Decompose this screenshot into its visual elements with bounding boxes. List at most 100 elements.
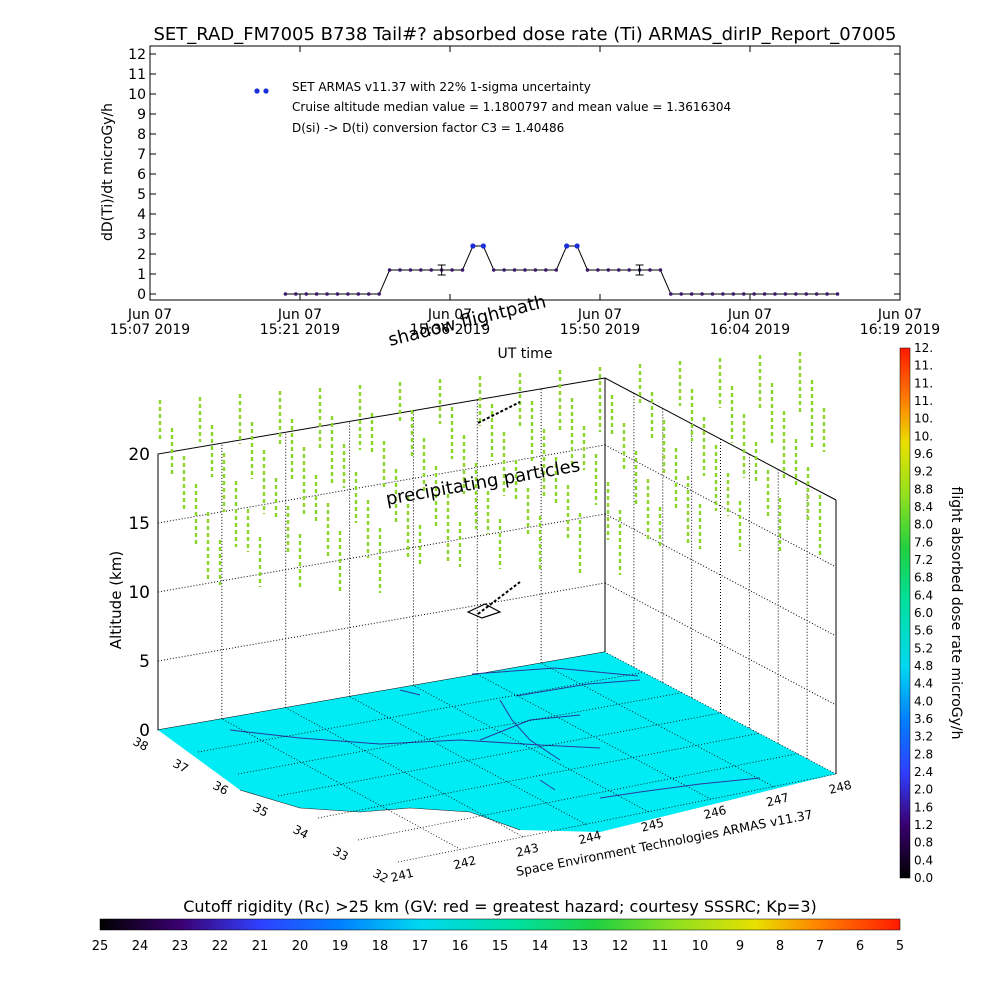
error-bar [635,264,644,276]
data-point [523,268,527,272]
data-point [283,292,288,296]
x-tick-label: 16:19 2019 [860,322,940,338]
map-features [229,667,761,799]
lon-tick-label: 247 [765,790,791,809]
colorbar-bottom-tick: 8 [776,939,784,954]
colorbar-right-tick: 7.2 [914,553,933,567]
data-point [356,292,361,296]
x-tick-label: 16:04 2019 [710,322,790,338]
lon-tick-label: 241 [389,866,415,885]
grid-line [157,582,606,662]
colorbar-right-tick: 2.0 [914,783,933,797]
data-point [814,292,819,296]
y-tick-label: 7 [137,147,146,163]
lon-tick-label: 242 [452,853,478,872]
aircraft-marker [466,603,502,619]
y-tick-label: 6 [137,167,146,183]
data-point [346,292,350,296]
x-tick-label: 15:07 2019 [110,322,190,338]
data-point [429,268,434,272]
data-point [398,268,402,272]
data-point [710,292,715,296]
colorbar-bottom-tick: 15 [492,939,509,954]
colorbar-bottom-tick: 18 [372,939,389,954]
data-point [627,268,631,272]
data-point [596,268,600,272]
flightpath [477,401,521,615]
colorbar-right-tick: 9.2 [914,465,933,479]
grid-line [237,692,683,775]
z-tick-label: 0 [139,721,150,741]
colorbar-bottom-tick: 20 [292,939,309,954]
colorbar-bottom-tick: 21 [252,939,269,954]
colorbar-bottom: Cutoff rigidity (Rc) >25 km (GV: red = g… [92,897,904,954]
lat-tick-label: 36 [211,778,231,798]
legend-marker [263,88,269,94]
lat-tick-label: 35 [251,800,271,820]
colorbar-bottom-tick: 19 [332,939,349,954]
colorbar-bottom-tick: 24 [132,939,149,954]
colorbar-right-tick: 2.8 [914,747,933,761]
colorbar-right-tick: 4.8 [914,659,933,673]
z-tick-label: 20 [128,445,150,465]
data-point [460,268,465,272]
data-point [574,243,580,249]
lon-tick-label: 246 [702,803,728,822]
data-point [544,268,548,272]
z-tick-label: 10 [128,583,150,603]
y-tick-label: 1 [137,267,146,283]
z-axis-label: Altitude (km) [107,551,125,649]
x-tick-label: Jun 07 [577,307,622,323]
data-point [731,292,736,296]
data-point [512,268,517,272]
data-point [325,292,329,296]
figure-title: SET_RAD_FM7005 B738 Tail#? absorbed dose… [153,24,896,45]
flightpath-track [477,581,521,615]
colorbar-bottom-tick: 22 [212,939,229,954]
colorbar-right-tick: 11. [914,359,933,373]
z-axis-ticks: 0 5 10 15 20 [128,445,150,741]
data-point [366,292,371,296]
x-tick-label: 15:50 2019 [560,322,640,338]
data-point [564,243,570,249]
colorbar-right-tick: 0.4 [914,853,933,867]
colorbar-right-tick: 10. [914,429,933,443]
x-tick-label: Jun 07 [877,307,922,323]
colorbar-right-tick: 8.4 [914,500,933,514]
colorbar-bottom-tick: 14 [532,939,549,954]
x-tick-label: Jun 07 [277,307,322,323]
colorbar-bottom-tick: 13 [572,939,589,954]
x-axis-label: UT time [498,346,553,362]
y-tick-label: 4 [137,207,146,223]
colorbar-right-tick: 5.6 [914,624,933,638]
plot-frame [149,45,901,301]
data-point [419,268,423,272]
colorbar-right-tick: 2.4 [914,765,933,779]
colorbar-right-tick: 11. [914,376,933,390]
x-tick-label: Jun 07 [127,307,172,323]
data-point [294,292,298,296]
grid-line [221,718,461,850]
colorbar-right-tick: 5.2 [914,641,933,655]
colorbar-bottom-tick: 6 [856,939,864,954]
colorbar-right-tick: 4.0 [914,694,933,708]
lat-tick-label: 38 [131,734,151,754]
data-point [606,268,611,272]
data-point [825,292,829,296]
data-point [648,268,652,272]
colorbar-bottom-tick: 16 [452,939,469,954]
data-point [480,243,486,249]
data-point [335,292,340,296]
data-point [491,268,496,272]
x-tick-label: 15:36 2019 [410,322,490,338]
y-tick-label: 5 [137,187,146,203]
lat-tick-label: 34 [291,822,311,842]
colorbar-bottom-tick: 23 [172,939,189,954]
x-tick-label: 15:21 2019 [260,322,340,338]
colorbar-right-tick: 0.8 [914,836,933,850]
colorbar-right-tick: 12. [914,341,933,355]
series-line [285,245,838,295]
data-point [679,292,684,296]
